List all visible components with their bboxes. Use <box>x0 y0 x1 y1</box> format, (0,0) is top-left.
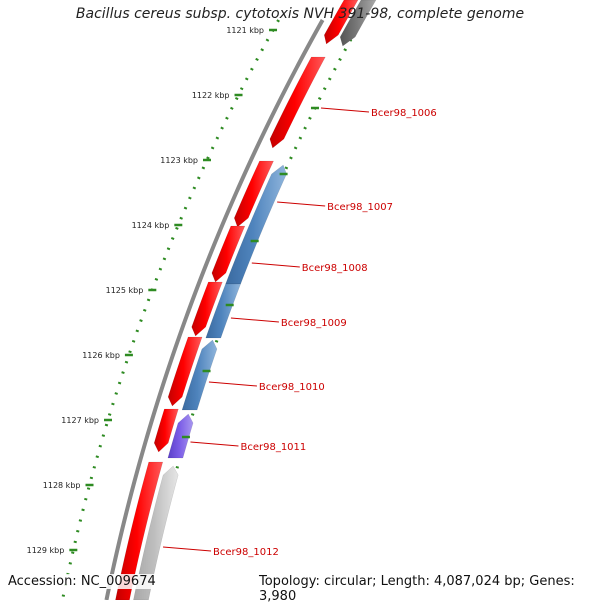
forward-cds-arrow <box>115 461 164 600</box>
kbp-tick-label: 1122 kbp <box>192 91 230 100</box>
genome-summary-text: Topology: circular; Length: 4,087,024 bp… <box>259 574 600 604</box>
gene-label: Bcer98_1008 <box>302 263 368 274</box>
gene-labels: Bcer98_1006 Bcer98_1007 Bcer98_1008 Bcer98_… <box>162 107 437 558</box>
kbp-tick-label: 1121 kbp <box>226 26 264 35</box>
map-title: Bacillus cereus subsp. cytotoxis NVH 391… <box>75 6 525 22</box>
forward-cds-arrow <box>191 281 223 337</box>
gene-label: Bcer98_1011 <box>240 442 306 453</box>
reverse-cds-arrow <box>167 413 194 459</box>
genome-backbone <box>104 19 325 600</box>
backbone-line <box>104 19 325 600</box>
gene-track <box>115 0 377 600</box>
gene-label: Bcer98_1007 <box>327 202 393 213</box>
forward-cds-arrow <box>323 0 359 45</box>
other-feature-arrow <box>133 465 179 600</box>
accession-text: Accession: NC_009674 <box>8 574 156 589</box>
gene-label: Bcer98_1006 <box>371 108 437 119</box>
kbp-tick-marks: 1121 kbp 1122 kbp 1123 kbp 1124 kbp 1125 kbp… <box>27 26 319 555</box>
gene-label-leader <box>162 546 212 552</box>
forward-cds-arrow <box>234 160 274 228</box>
gene-label-leader <box>230 317 279 323</box>
gene-label: Bcer98_1012 <box>213 547 279 558</box>
inner-dotted-ring <box>60 19 280 600</box>
forward-cds-arrow <box>167 336 203 407</box>
gene-label-leader <box>208 381 257 387</box>
forward-cds-arrow <box>269 56 326 149</box>
kbp-tick-label: 1127 kbp <box>61 416 99 425</box>
kbp-tick-label: 1123 kbp <box>160 156 198 165</box>
gene-label: Bcer98_1009 <box>281 318 347 329</box>
kbp-tick-label: 1128 kbp <box>43 481 81 490</box>
reverse-cds-arrow <box>181 339 218 411</box>
reverse-cds-arrow <box>205 283 241 339</box>
gene-label-leader <box>251 262 300 268</box>
gene-label: Bcer98_1010 <box>259 382 325 393</box>
kbp-tick-label: 1129 kbp <box>27 546 65 555</box>
kbp-tick-label: 1124 kbp <box>132 221 170 230</box>
forward-cds-arrow <box>211 225 246 283</box>
gene-label-leader <box>190 441 239 447</box>
outer-dotted-ring <box>143 19 363 600</box>
kbp-tick-label: 1125 kbp <box>106 286 144 295</box>
gene-label-leader <box>277 201 326 207</box>
kbp-tick-label: 1126 kbp <box>82 351 120 360</box>
other-feature-arrow <box>339 0 377 47</box>
gene-label-leader <box>320 107 370 113</box>
forward-cds-arrow <box>153 408 179 453</box>
